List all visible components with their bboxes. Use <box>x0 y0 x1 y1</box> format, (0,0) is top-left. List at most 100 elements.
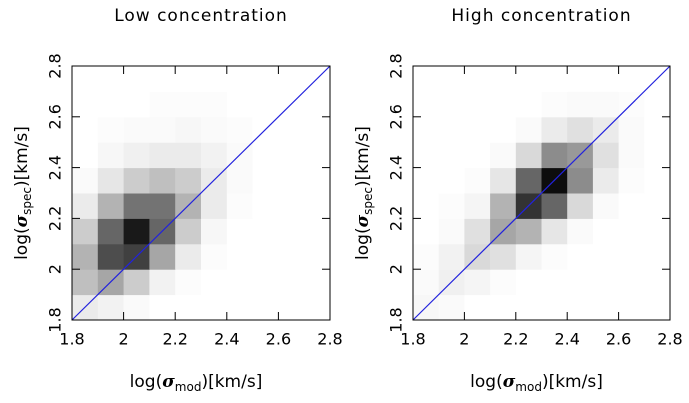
heat-cell <box>123 91 150 118</box>
label-text: log( <box>12 227 32 260</box>
heat-cell <box>515 243 542 270</box>
x-tick-label: 2.8 <box>317 330 342 349</box>
heat-cell <box>72 218 99 245</box>
heat-cell <box>644 269 671 296</box>
heat-cell <box>201 142 228 169</box>
heat-cell <box>304 193 331 219</box>
heat-cell <box>541 116 568 143</box>
x-tick-label: 2.2 <box>162 330 187 349</box>
heat-cell <box>252 294 279 321</box>
heat-cell <box>72 142 99 169</box>
heat-cell <box>97 193 125 219</box>
heat-cell <box>644 142 671 169</box>
heat-cell <box>123 116 150 143</box>
heat-cell <box>304 142 331 169</box>
heat-cell <box>226 269 254 296</box>
heat-cell <box>252 91 279 118</box>
heat-cell <box>175 167 202 194</box>
heat-cell <box>149 294 176 321</box>
heat-cell <box>149 243 176 270</box>
heat-cell <box>515 294 542 321</box>
y-tick-label: 2.4 <box>387 155 406 180</box>
heat-cell <box>413 167 440 194</box>
heat-cell <box>149 66 176 92</box>
heat-cell <box>567 243 594 270</box>
heat-cell <box>464 218 491 245</box>
heat-cell <box>438 193 465 219</box>
heat-cell <box>97 243 125 270</box>
heat-cell <box>149 193 176 219</box>
heat-cell <box>97 167 125 194</box>
label-subscript: mod <box>175 380 202 394</box>
heat-cell <box>304 167 331 194</box>
heat-cell <box>252 243 279 270</box>
heat-cell <box>490 269 517 296</box>
heat-cell <box>490 243 517 270</box>
heat-cell <box>592 66 620 92</box>
heat-cell <box>123 193 150 219</box>
x-tick-label: 2 <box>119 330 129 349</box>
heat-cell <box>567 167 594 194</box>
heat-cell <box>175 142 202 169</box>
heat-cell <box>175 66 202 92</box>
heat-cell <box>123 294 150 321</box>
heat-cell <box>541 269 568 296</box>
heat-cell <box>541 193 568 219</box>
heat-cell <box>175 116 202 143</box>
heat-cell <box>278 269 305 296</box>
heat-cell <box>490 193 517 219</box>
x-tick-label: 2.2 <box>503 330 528 349</box>
heat-cell <box>278 218 305 245</box>
heat-cell <box>201 294 228 321</box>
heat-cell <box>97 218 125 245</box>
heat-cell <box>541 91 568 118</box>
heat-cell <box>149 91 176 118</box>
heat-cell <box>175 218 202 245</box>
heat-cell <box>644 116 671 143</box>
heat-cell <box>490 66 517 92</box>
heat-cell <box>515 218 542 245</box>
heat-cell <box>413 218 440 245</box>
heat-cell <box>490 142 517 169</box>
heat-cell <box>413 243 440 270</box>
label-symbol: σ <box>162 372 175 392</box>
heat-cell <box>618 142 645 169</box>
diagonal-line <box>412 65 671 321</box>
heat-cell <box>175 243 202 270</box>
heat-cell <box>175 91 202 118</box>
heat-cell <box>226 91 254 118</box>
heat-cell <box>226 243 254 270</box>
heat-cell <box>592 142 620 169</box>
heat-cell <box>464 116 491 143</box>
heat-cell <box>72 193 99 219</box>
heat-cell <box>567 91 594 118</box>
x-tick-label: 2.4 <box>214 330 239 349</box>
label-text: )[km/s] <box>201 372 262 392</box>
heat-cell <box>567 66 594 92</box>
heat-cell <box>567 294 594 321</box>
heat-cell <box>464 294 491 321</box>
heat-cell <box>618 269 645 296</box>
heat-cell <box>592 294 620 321</box>
y-tick-label: 2.2 <box>387 206 406 231</box>
heat-cell <box>464 91 491 118</box>
heat-cell <box>72 167 99 194</box>
label-text: )[km/s] <box>542 372 603 392</box>
y-tick-label: 1.8 <box>46 307 65 332</box>
y-axis-label: log(σspec)[km/s] <box>353 126 375 260</box>
heat-cell <box>464 66 491 92</box>
heat-cell <box>278 142 305 169</box>
heat-cell <box>97 294 125 321</box>
heat-cell <box>123 218 150 245</box>
heat-cell <box>567 269 594 296</box>
heat-cell <box>515 116 542 143</box>
heat-cell <box>515 91 542 118</box>
heat-cell <box>278 116 305 143</box>
chart-title: Low concentration <box>114 6 288 26</box>
heat-cell <box>278 193 305 219</box>
heat-cell <box>97 116 125 143</box>
heat-cell <box>304 218 331 245</box>
y-tick-label: 2.8 <box>387 53 406 78</box>
heat-cell <box>541 294 568 321</box>
heat-cell <box>490 294 517 321</box>
